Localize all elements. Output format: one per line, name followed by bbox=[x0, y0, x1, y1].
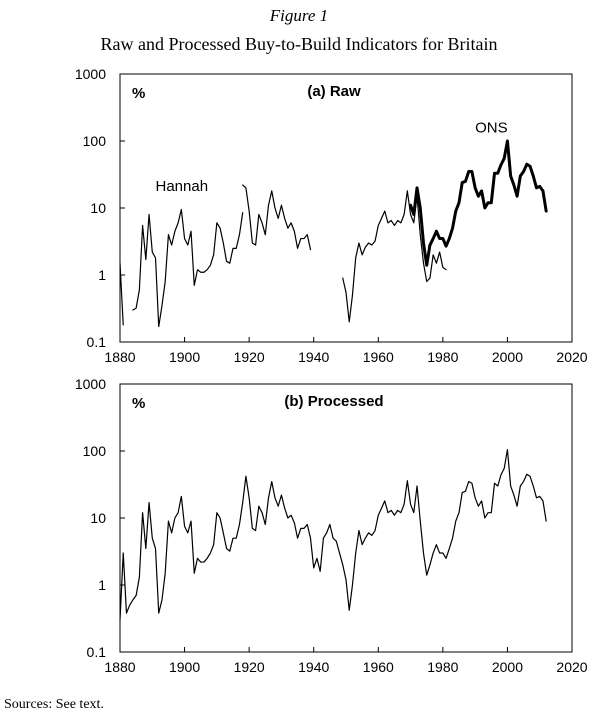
panel-title: (a) Raw bbox=[307, 83, 361, 100]
series-line-hannah bbox=[342, 190, 447, 323]
panel-a: 1880 1900 1920 1940 1960 1980 2000 2020 0.1 1 10 10… bbox=[75, 66, 588, 365]
y-tick-label: 1000 bbox=[75, 66, 106, 82]
series-line-hannah bbox=[132, 208, 244, 328]
series-label-ons: ONS bbox=[475, 119, 508, 136]
x-tick-label: 1880 bbox=[104, 349, 135, 365]
y-tick-label: 1 bbox=[98, 577, 106, 593]
series-line bbox=[119, 448, 547, 621]
series-label-hannah: Hannah bbox=[156, 178, 209, 195]
y-tick-label: 0.1 bbox=[87, 644, 107, 660]
x-tick-label: 1880 bbox=[104, 659, 135, 675]
y-tick-label: 100 bbox=[83, 443, 107, 459]
y-tick-label: 0.1 bbox=[87, 334, 107, 350]
plot-frame bbox=[119, 73, 573, 343]
x-tick-label: 1940 bbox=[298, 659, 329, 675]
x-tick-label: 1920 bbox=[234, 659, 265, 675]
sources-note: Sources: See text. bbox=[4, 697, 104, 712]
figure-title: Raw and Processed Buy-to-Build Indicator… bbox=[100, 34, 498, 54]
y-tick-label: 1 bbox=[98, 267, 106, 283]
x-tick-label: 1960 bbox=[363, 349, 394, 365]
x-tick-label: 1980 bbox=[427, 349, 458, 365]
x-tick-label: 2000 bbox=[492, 349, 523, 365]
x-tick-label: 1960 bbox=[363, 659, 394, 675]
x-tick-label: 1920 bbox=[234, 349, 265, 365]
x-tick-label: 1980 bbox=[427, 659, 458, 675]
y-tick-label: 1000 bbox=[75, 376, 106, 392]
x-tick-label: 1940 bbox=[298, 349, 329, 365]
plot-frame bbox=[119, 383, 573, 653]
y-tick-label: 10 bbox=[90, 200, 106, 216]
panel-title: (b) Processed bbox=[284, 393, 383, 410]
x-tick-label: 1900 bbox=[169, 349, 200, 365]
x-tick-label: 2020 bbox=[556, 349, 587, 365]
y-tick-label: 100 bbox=[83, 133, 107, 149]
x-tick-label: 1900 bbox=[169, 659, 200, 675]
series-line-ons bbox=[409, 139, 548, 267]
series-line-hannah bbox=[242, 184, 312, 251]
unit-label: % bbox=[132, 395, 145, 412]
unit-label: % bbox=[132, 85, 145, 102]
x-tick-label: 2020 bbox=[556, 659, 587, 675]
series-line-hannah bbox=[119, 262, 124, 326]
figure-label: Figure 1 bbox=[269, 6, 329, 25]
x-tick-label: 2000 bbox=[492, 659, 523, 675]
panel-b: 1880 1900 1920 1940 1960 1980 2000 2020 0.1 1 10 10… bbox=[75, 376, 588, 675]
y-tick-label: 10 bbox=[90, 510, 106, 526]
